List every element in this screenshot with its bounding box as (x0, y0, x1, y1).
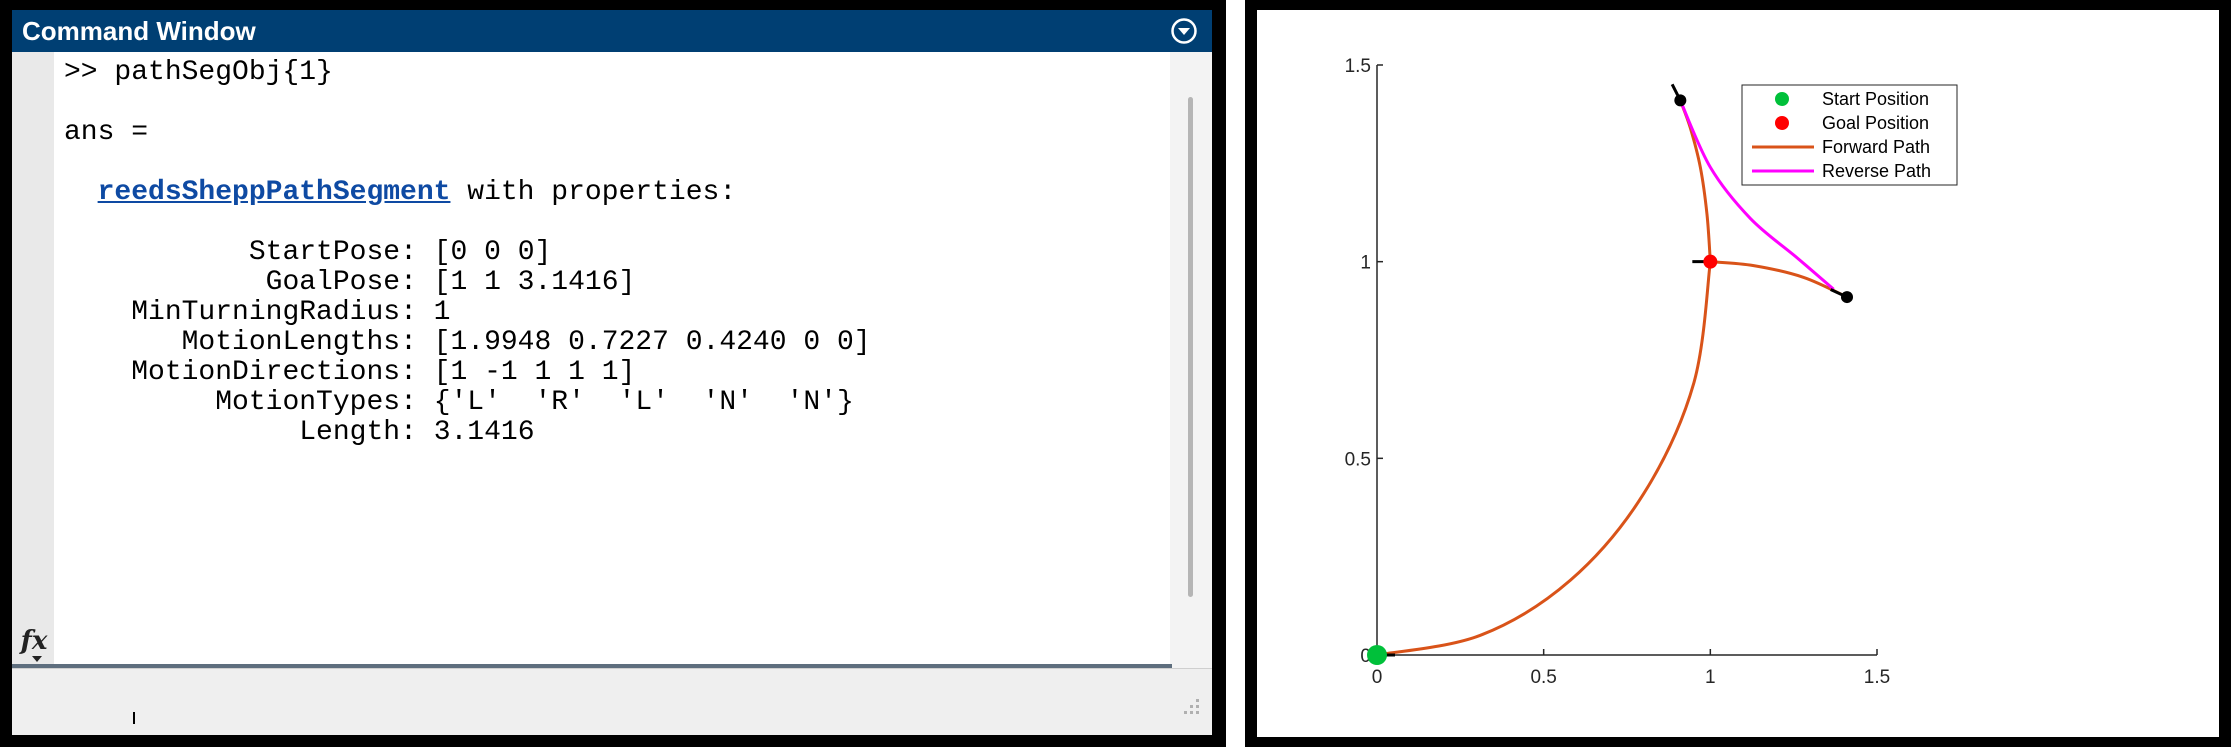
figure-canvas: 0 0.5 1 1.5 0 0.5 1 1.5 Start Position Goal Posit… (1257, 10, 2219, 737)
fx-label: fx (20, 626, 48, 656)
property-line: MinTurningRadius: 1 (131, 297, 451, 328)
legend-marker-2 (1775, 116, 1789, 130)
property-name: GoalPose (265, 267, 401, 298)
property-line: MotionLengths: [1.9948 0.7227 0.4240 0 0… (181, 327, 871, 358)
property-value: [1.9948 0.7227 0.4240 0 0] (433, 327, 871, 358)
start-position-marker (1367, 645, 1387, 665)
command-window-title: Command Window (22, 16, 256, 46)
property-name: MotionTypes (215, 387, 401, 418)
ans-line: ans = (64, 117, 149, 148)
vertical-scrollbar[interactable] (1170, 52, 1212, 668)
forward-path-segment-2 (1678, 99, 1712, 262)
command-output: >> pathSegObj{1} ans = reedsSheppPathSeg… (64, 52, 1164, 668)
command-window-panel: Command Window >> pathSegObj{1} ans = re… (0, 0, 1226, 747)
legend-label-1: Start Position (1822, 89, 1929, 109)
property-value: 1 (433, 297, 451, 328)
goal-position-marker (1703, 254, 1718, 269)
waypoint-marker (1674, 94, 1687, 107)
property-value: 3.1416 (433, 417, 535, 448)
command-input-divider (12, 664, 1172, 668)
fx-dropdown-caret-icon[interactable] (32, 656, 42, 662)
property-line: MotionTypes: {'L' 'R' 'L' 'N' 'N'} (215, 387, 854, 418)
property-name: StartPose (248, 237, 401, 268)
legend-label-3: Forward Path (1822, 137, 1930, 157)
property-line: Length: 3.1416 (299, 417, 535, 448)
legend-label-2: Goal Position (1822, 113, 1929, 133)
y-tick-label: 0.5 (1345, 449, 1371, 470)
legend-marker-1 (1775, 92, 1789, 106)
text-cursor (133, 712, 135, 724)
property-value: [0 0 0] (433, 237, 552, 268)
x-tick-label: 0.5 (1530, 667, 1556, 688)
forward-path-segment-3 (1710, 260, 1848, 299)
x-tick-label: 1.5 (1864, 667, 1890, 688)
function-browser-icon[interactable]: fx (16, 626, 52, 664)
window-actions-menu-icon[interactable] (1170, 17, 1198, 45)
property-value: {'L' 'R' 'L' 'N' 'N'} (433, 387, 854, 418)
property-name: MotionLengths (181, 327, 401, 358)
x-tick-label: 1 (1705, 667, 1716, 688)
property-name: MinTurningRadius (131, 297, 401, 328)
property-line: StartPose: [0 0 0] (248, 237, 552, 268)
class-line: reedsSheppPathSegment with properties: (64, 176, 737, 210)
command-window-body[interactable]: >> pathSegObj{1} ans = reedsSheppPathSeg… (12, 52, 1212, 735)
waypoint-marker (1841, 291, 1853, 304)
property-name: Length (299, 417, 401, 448)
x-tick-label: 0 (1372, 667, 1383, 688)
command-window-titlebar: Command Window (12, 10, 1212, 52)
reverse-path-line (1678, 99, 1835, 291)
scrollbar-thumb[interactable] (1188, 97, 1193, 597)
class-doc-link[interactable]: reedsSheppPathSegment (97, 177, 451, 208)
property-name: MotionDirections (131, 357, 401, 388)
resize-grip-icon[interactable] (1178, 693, 1202, 717)
legend-label-4: Reverse Path (1822, 161, 1931, 181)
path-plot: 0 0.5 1 1.5 0 0.5 1 1.5 Start Position Goal Posit… (1345, 56, 1958, 688)
class-suffix: with properties: (450, 177, 737, 208)
property-value: [1 -1 1 1 1] (433, 357, 636, 388)
figure-panel: 0 0.5 1 1.5 0 0.5 1 1.5 Start Position Goal Posit… (1245, 0, 2231, 747)
property-line: GoalPose: [1 1 3.1416] (265, 267, 636, 298)
forward-path-segment-1 (1376, 261, 1712, 657)
command-prompt-line: >> pathSegObj{1} (64, 57, 333, 88)
property-value: [1 1 3.1416] (433, 267, 636, 298)
command-input-area[interactable] (12, 668, 1212, 735)
y-tick-label: 1 (1360, 253, 1371, 274)
y-tick-label: 1.5 (1345, 56, 1371, 77)
property-line: MotionDirections: [1 -1 1 1 1] (131, 357, 636, 388)
y-tick-label: 0 (1360, 646, 1371, 667)
command-window-gutter (12, 52, 54, 668)
